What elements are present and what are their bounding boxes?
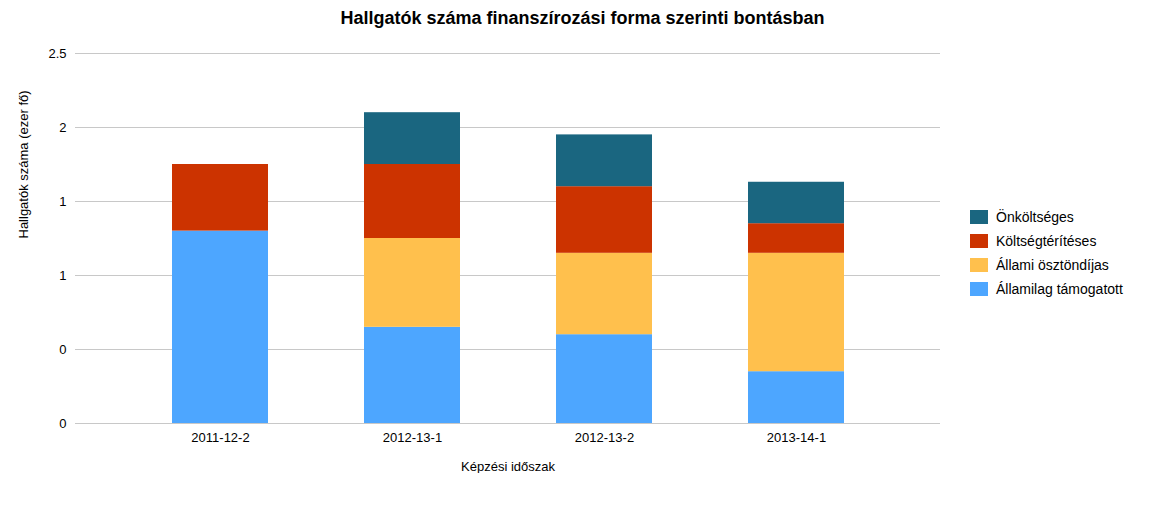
svg-text:1: 1 [59,194,66,209]
svg-text:2: 2 [59,120,66,135]
svg-text:0: 0 [59,342,66,357]
svg-text:2011-12-2: 2011-12-2 [191,430,249,445]
html-text:Államilag támogatott: Államilag támogatott [996,281,1123,297]
svg-text:2012-13-2: 2012-13-2 [575,430,634,445]
html-text:Önköltséges: Önköltséges [996,209,1074,225]
svg-text:2013-14-1: 2013-14-1 [767,430,826,445]
svg-text:2.5: 2.5 [48,46,66,61]
svg-text:Képzési időszak: Képzési időszak [461,459,555,474]
svg-text:1: 1 [59,268,66,283]
html-text:Költségtérítéses: Költségtérítéses [996,233,1097,249]
html-text:Hallgatók száma finanszírozási: Hallgatók száma finanszírozási forma sze… [340,8,825,28]
svg-text:2012-13-1: 2012-13-1 [383,430,442,445]
svg-text:0: 0 [59,416,66,431]
svg-text:Hallgatók száma (ezer fő): Hallgatók száma (ezer fő) [16,90,31,238]
html-text:Állami ösztöndíjas: Állami ösztöndíjas [996,257,1109,273]
